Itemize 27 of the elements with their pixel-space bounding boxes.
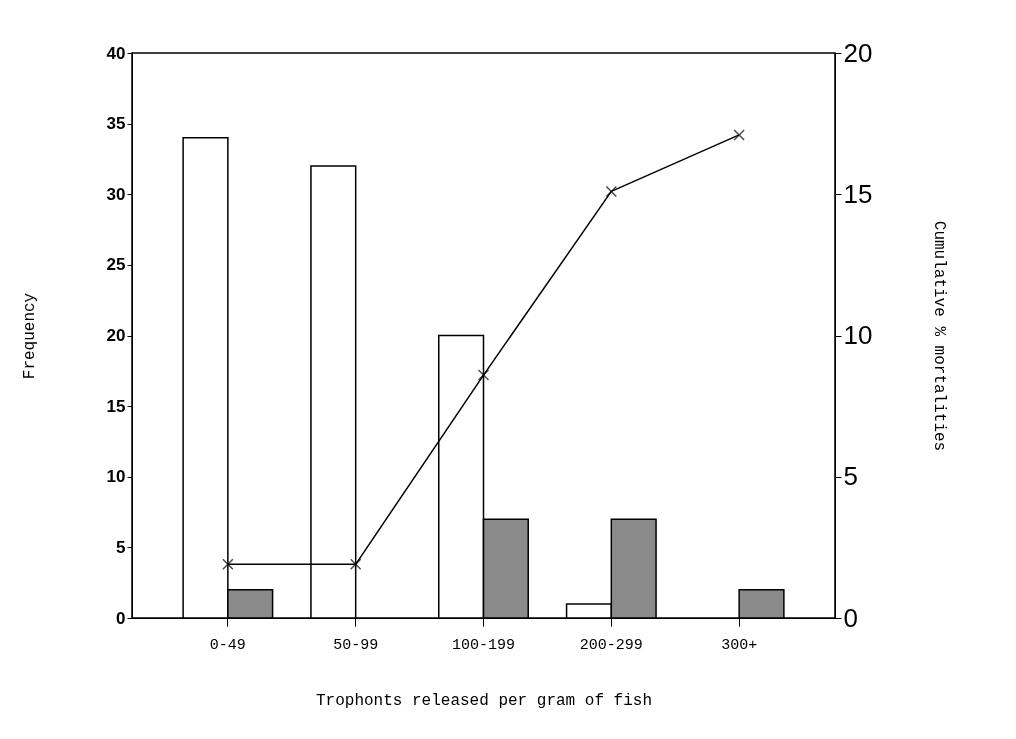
y2-tick-label: 15 bbox=[843, 178, 873, 209]
y-tick-label: 20 bbox=[106, 326, 126, 345]
point bbox=[477, 369, 490, 381]
y-tick-label: 40 bbox=[106, 43, 126, 63]
point bbox=[349, 558, 362, 571]
x-tick-label: 50-99 bbox=[333, 636, 379, 654]
y-tick-label: 15 bbox=[106, 396, 126, 416]
y2-axis-title: Cumulative % mortalities bbox=[930, 220, 949, 452]
y-tick-label: 10 bbox=[106, 467, 126, 487]
x-tick-label: 100-199 bbox=[451, 636, 516, 654]
x-tick-label: 300+ bbox=[721, 636, 758, 654]
y-tick-label: 35 bbox=[106, 114, 126, 134]
y2-tick-label: 20 bbox=[843, 37, 873, 68]
y-tick-label: 25 bbox=[106, 255, 126, 275]
x-tick-label: 200-299 bbox=[579, 636, 643, 654]
y-tick-label: 30 bbox=[106, 184, 126, 204]
y-tick-label: 0 bbox=[116, 608, 126, 628]
x-axis-title: Trophonts released per gram of fish bbox=[315, 691, 653, 710]
point bbox=[605, 185, 618, 198]
y-axis-title: Frequency bbox=[20, 292, 39, 380]
x-tick-label: 0-49 bbox=[209, 636, 246, 654]
y2-tick-label: 10 bbox=[843, 320, 873, 350]
point bbox=[733, 129, 745, 141]
y2-tick-label: 5 bbox=[843, 461, 858, 492]
y2-tick-label: 0 bbox=[843, 602, 858, 633]
y-tick-label: 5 bbox=[116, 537, 126, 557]
point bbox=[222, 558, 234, 571]
